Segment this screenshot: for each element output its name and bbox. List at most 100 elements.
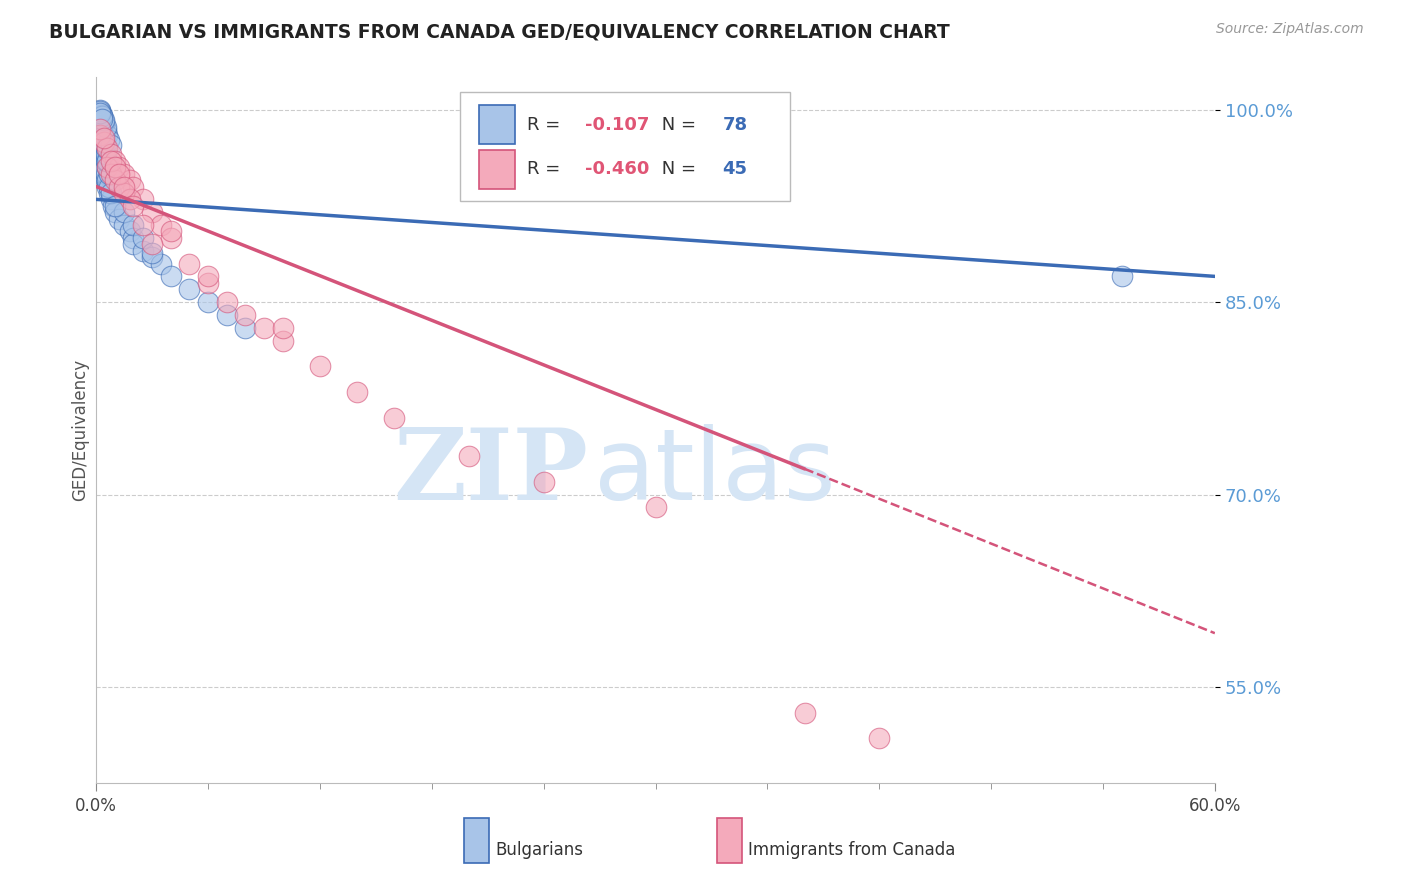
- Point: [104, 161, 127, 175]
- Point: [197, 295, 219, 310]
- Text: R =: R =: [527, 161, 565, 178]
- Point: [89, 105, 111, 120]
- Point: [89, 121, 111, 136]
- Point: [94, 153, 117, 168]
- Point: [93, 128, 115, 143]
- Point: [93, 141, 115, 155]
- Point: [150, 218, 173, 232]
- Text: N =: N =: [655, 116, 702, 134]
- Point: [141, 237, 163, 252]
- Point: [197, 276, 219, 290]
- Point: [93, 130, 115, 145]
- Text: ZIP: ZIP: [394, 425, 588, 521]
- Point: [104, 205, 127, 219]
- Point: [112, 218, 135, 232]
- Point: [104, 173, 127, 187]
- Point: [112, 179, 135, 194]
- Point: [122, 237, 145, 252]
- Point: [96, 161, 118, 175]
- Point: [90, 110, 112, 124]
- Point: [89, 128, 111, 143]
- Point: [98, 167, 121, 181]
- Point: [141, 250, 163, 264]
- FancyBboxPatch shape: [460, 92, 790, 201]
- Point: [100, 167, 122, 181]
- Point: [90, 121, 112, 136]
- Point: [94, 120, 117, 135]
- Point: [98, 133, 121, 147]
- Point: [94, 153, 117, 168]
- Point: [107, 179, 129, 194]
- Point: [93, 115, 115, 129]
- Point: [89, 115, 111, 129]
- Point: [179, 256, 201, 270]
- Point: [93, 135, 115, 149]
- Point: [132, 231, 155, 245]
- Point: [90, 141, 112, 155]
- FancyBboxPatch shape: [479, 150, 515, 188]
- Point: [868, 731, 890, 746]
- FancyBboxPatch shape: [717, 818, 742, 863]
- Point: [141, 246, 163, 260]
- Point: [90, 115, 112, 129]
- Point: [309, 359, 332, 374]
- Point: [89, 103, 111, 118]
- Point: [94, 173, 117, 187]
- FancyBboxPatch shape: [464, 818, 489, 863]
- Point: [132, 244, 155, 258]
- Point: [112, 167, 135, 181]
- Point: [132, 218, 155, 232]
- Point: [93, 135, 115, 149]
- Point: [93, 147, 115, 161]
- Point: [159, 231, 181, 245]
- Point: [118, 173, 141, 187]
- Point: [98, 186, 121, 200]
- Point: [90, 112, 112, 126]
- Point: [90, 128, 112, 143]
- Point: [94, 141, 117, 155]
- Text: atlas: atlas: [593, 425, 835, 521]
- Point: [346, 384, 368, 399]
- Point: [96, 128, 118, 143]
- Point: [89, 103, 111, 117]
- Point: [89, 110, 111, 124]
- Point: [89, 106, 111, 120]
- Point: [100, 193, 122, 207]
- Point: [93, 147, 115, 161]
- Text: -0.107: -0.107: [585, 116, 650, 134]
- Text: R =: R =: [527, 116, 565, 134]
- Point: [793, 706, 815, 720]
- Point: [90, 153, 112, 168]
- Point: [96, 153, 118, 168]
- Text: -0.460: -0.460: [585, 161, 650, 178]
- Point: [233, 308, 256, 322]
- Point: [90, 135, 112, 149]
- Point: [93, 167, 115, 181]
- Point: [100, 186, 122, 200]
- Point: [1111, 269, 1133, 284]
- Point: [159, 269, 181, 284]
- Point: [122, 218, 145, 232]
- Point: [89, 121, 111, 136]
- Point: [118, 193, 141, 207]
- Point: [104, 153, 127, 168]
- Point: [141, 205, 163, 219]
- Point: [89, 112, 111, 127]
- Text: Immigrants from Canada: Immigrants from Canada: [748, 841, 955, 859]
- Point: [90, 141, 112, 155]
- Point: [94, 167, 117, 181]
- Point: [93, 118, 115, 132]
- Point: [89, 108, 111, 122]
- Point: [179, 282, 201, 296]
- Point: [96, 141, 118, 155]
- Point: [233, 320, 256, 334]
- Point: [96, 179, 118, 194]
- Point: [89, 128, 111, 143]
- Point: [100, 147, 122, 161]
- Point: [107, 167, 129, 181]
- Point: [100, 153, 122, 168]
- Point: [90, 109, 112, 123]
- Point: [89, 135, 111, 149]
- Point: [644, 500, 666, 515]
- Point: [94, 147, 117, 161]
